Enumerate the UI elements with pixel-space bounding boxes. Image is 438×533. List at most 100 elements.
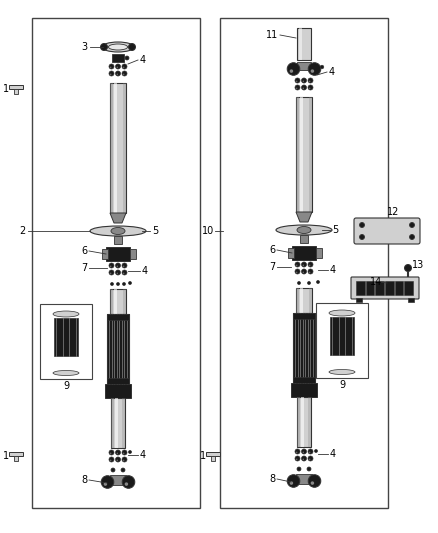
Ellipse shape: [108, 44, 127, 50]
FancyBboxPatch shape: [354, 218, 420, 244]
Ellipse shape: [116, 457, 120, 462]
Bar: [309, 288, 312, 313]
Text: 1: 1: [3, 84, 9, 94]
Text: 2: 2: [19, 226, 25, 236]
Ellipse shape: [117, 67, 118, 68]
Ellipse shape: [287, 63, 300, 75]
Ellipse shape: [410, 235, 414, 239]
Bar: [107, 314, 129, 320]
Text: 8: 8: [269, 474, 275, 484]
Text: 1: 1: [3, 451, 9, 461]
Text: 9: 9: [63, 381, 69, 391]
Bar: [301, 397, 304, 447]
Bar: [115, 398, 118, 448]
Ellipse shape: [308, 85, 313, 90]
Text: 6: 6: [269, 245, 275, 255]
Bar: [110, 475, 126, 485]
Ellipse shape: [360, 235, 364, 239]
Ellipse shape: [295, 262, 300, 267]
Bar: [14, 456, 18, 461]
Text: 1: 1: [200, 451, 206, 461]
Bar: [309, 97, 312, 212]
Ellipse shape: [290, 69, 293, 73]
Ellipse shape: [295, 269, 300, 274]
Ellipse shape: [308, 449, 313, 454]
Ellipse shape: [297, 281, 300, 285]
Bar: [300, 288, 303, 313]
Bar: [112, 54, 124, 62]
Ellipse shape: [301, 456, 307, 461]
Ellipse shape: [311, 481, 314, 485]
Ellipse shape: [122, 270, 127, 275]
Ellipse shape: [122, 263, 127, 268]
Bar: [9, 85, 23, 89]
Ellipse shape: [303, 264, 304, 266]
Bar: [385, 281, 394, 295]
Bar: [408, 298, 414, 302]
Text: 4: 4: [330, 449, 336, 459]
Text: 13: 13: [412, 260, 424, 270]
Ellipse shape: [301, 85, 307, 90]
Ellipse shape: [123, 74, 124, 75]
Bar: [110, 83, 126, 213]
Bar: [220, 18, 388, 508]
Ellipse shape: [110, 459, 111, 461]
Ellipse shape: [317, 280, 319, 284]
Ellipse shape: [116, 64, 120, 69]
Ellipse shape: [116, 263, 120, 268]
Ellipse shape: [123, 453, 124, 454]
Ellipse shape: [303, 80, 304, 82]
Ellipse shape: [110, 74, 111, 75]
Ellipse shape: [90, 226, 146, 236]
Ellipse shape: [308, 262, 313, 267]
Ellipse shape: [308, 78, 313, 83]
Bar: [293, 377, 315, 383]
Bar: [395, 281, 403, 295]
Ellipse shape: [109, 457, 114, 462]
Text: 14: 14: [370, 277, 382, 287]
Bar: [123, 83, 126, 213]
Polygon shape: [110, 213, 126, 223]
Ellipse shape: [116, 450, 120, 455]
Text: 3: 3: [81, 42, 87, 52]
Ellipse shape: [309, 272, 311, 273]
Bar: [292, 246, 316, 260]
Bar: [130, 249, 136, 259]
Ellipse shape: [123, 67, 124, 68]
Text: 4: 4: [140, 55, 146, 65]
Bar: [111, 398, 114, 448]
Ellipse shape: [290, 481, 293, 485]
Ellipse shape: [122, 71, 127, 76]
Ellipse shape: [301, 269, 307, 274]
Bar: [356, 298, 362, 302]
Text: 12: 12: [387, 207, 399, 217]
Bar: [32, 18, 200, 508]
Ellipse shape: [109, 263, 114, 268]
Bar: [40, 304, 92, 379]
Ellipse shape: [102, 42, 134, 52]
Bar: [9, 452, 23, 456]
Ellipse shape: [110, 282, 113, 286]
Ellipse shape: [117, 74, 118, 75]
Ellipse shape: [109, 450, 114, 455]
Ellipse shape: [122, 64, 127, 69]
Bar: [299, 28, 302, 60]
Ellipse shape: [121, 468, 125, 472]
Ellipse shape: [276, 225, 332, 235]
Ellipse shape: [301, 449, 307, 454]
Text: 5: 5: [332, 225, 338, 235]
Ellipse shape: [53, 311, 79, 317]
Ellipse shape: [329, 310, 355, 316]
Ellipse shape: [314, 449, 318, 453]
Ellipse shape: [123, 282, 126, 286]
Bar: [106, 247, 130, 261]
Bar: [110, 83, 113, 213]
Polygon shape: [296, 212, 312, 222]
Ellipse shape: [307, 281, 311, 285]
Bar: [375, 281, 384, 295]
Ellipse shape: [128, 44, 135, 51]
Ellipse shape: [296, 87, 297, 89]
Ellipse shape: [309, 451, 311, 453]
Bar: [296, 288, 312, 313]
Text: 10: 10: [202, 226, 214, 236]
